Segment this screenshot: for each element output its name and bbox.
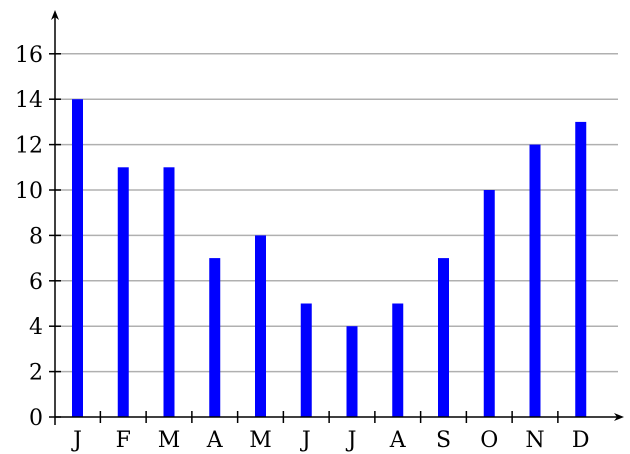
- x-category-label-8: S: [436, 428, 451, 453]
- bar-1: [117, 167, 129, 417]
- bar-6: [346, 326, 358, 417]
- x-category-label-5: J: [300, 428, 311, 453]
- x-axis-arrow: [614, 413, 624, 421]
- grid-lines: [55, 53, 618, 373]
- bar-4: [255, 235, 266, 417]
- bar-11: [575, 121, 587, 418]
- x-category-label-7: A: [389, 428, 407, 453]
- y-tick-label-10: 10: [15, 179, 43, 204]
- x-category-label-6: J: [346, 428, 357, 453]
- x-category-label-9: O: [480, 428, 498, 453]
- bar-5: [300, 303, 312, 417]
- bars: [72, 99, 587, 418]
- y-tick-label-8: 8: [29, 224, 43, 249]
- y-tick-label-14: 14: [15, 88, 43, 113]
- bar-8: [438, 258, 449, 417]
- y-tick-label-0: 0: [29, 406, 43, 431]
- y-tick-label-6: 6: [29, 270, 43, 295]
- bar-10: [529, 144, 541, 417]
- x-category-label-4: M: [249, 428, 272, 453]
- bar-7: [392, 303, 404, 417]
- x-category-label-2: M: [158, 428, 181, 453]
- bar-0: [72, 99, 83, 417]
- y-tick-label-2: 2: [29, 361, 43, 386]
- y-tick-label-12: 12: [15, 134, 43, 159]
- y-tick-label-4: 4: [29, 315, 43, 340]
- bar-3: [209, 258, 221, 417]
- y-tick-label-16: 16: [15, 43, 43, 68]
- x-category-label-0: J: [71, 428, 82, 453]
- x-category-label-3: A: [206, 428, 224, 453]
- x-category-label-10: N: [525, 428, 544, 453]
- x-category-label-11: D: [572, 428, 590, 453]
- bar-2: [163, 167, 175, 417]
- y-axis-arrow: [51, 10, 59, 20]
- bar-9: [483, 190, 495, 417]
- axes: [49, 10, 624, 425]
- x-category-label-1: F: [116, 428, 131, 453]
